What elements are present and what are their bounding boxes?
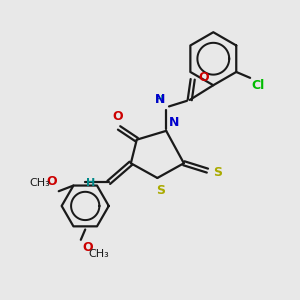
Text: N: N — [155, 93, 166, 106]
Text: CH₃: CH₃ — [29, 178, 50, 188]
Text: CH₃: CH₃ — [88, 249, 109, 259]
Text: H: H — [155, 95, 164, 105]
Text: H: H — [86, 178, 95, 188]
Text: O: O — [46, 175, 57, 188]
Text: O: O — [198, 71, 208, 84]
Text: O: O — [82, 241, 93, 254]
Text: O: O — [112, 110, 123, 123]
Text: Cl: Cl — [252, 79, 265, 92]
Text: N: N — [169, 116, 179, 128]
Text: S: S — [156, 184, 165, 197]
Text: S: S — [213, 166, 222, 178]
